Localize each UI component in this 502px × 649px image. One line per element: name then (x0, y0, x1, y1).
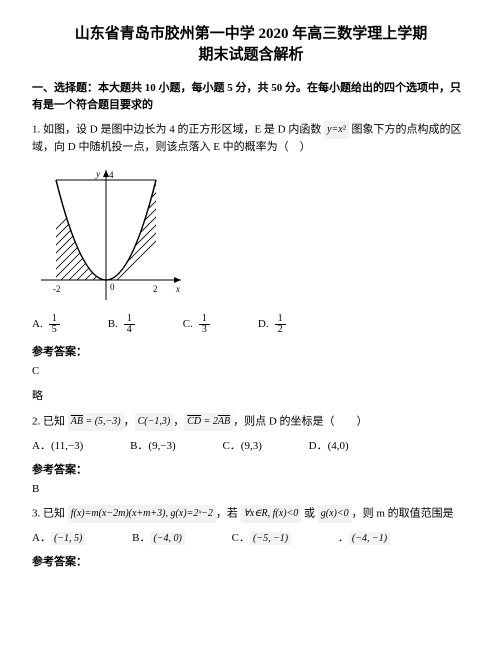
q2-f1: AB = (5,−3) (68, 413, 124, 431)
question-3: 3. 已知 f(x)=m(x−2m)(x+m+3), g(x)=2ˣ−2，若 ∀… (32, 505, 470, 523)
q3-f3: g(x)<0 (318, 505, 352, 523)
q2-option-b: B．(9,−3) (130, 440, 198, 452)
title-line-1: 山东省青岛市胶州第一中学 2020 年高三数学理上学期 (32, 24, 470, 45)
q3-text-d: ，则 m 的取值范围是 (352, 507, 454, 519)
q3-option-c: C．(−5, −1) (232, 532, 314, 544)
q2-answer-label: 参考答案： (32, 461, 470, 477)
svg-text:2: 2 (153, 284, 158, 294)
question-2: 2. 已知 AB = (5,−3)，C(−1,3)，CD = 2AB，则点 D … (32, 413, 470, 431)
q2-option-a: A．(11,−3) (32, 440, 105, 452)
q1-note: 略 (32, 387, 470, 403)
q2-text-b: ， (124, 415, 135, 427)
page-title: 山东省青岛市胶州第一中学 2020 年高三数学理上学期 期末试题含解析 (32, 24, 470, 66)
q3-option-d: ．(−4, −1) (338, 532, 412, 544)
q3-option-a: A．(−1, 5) (32, 532, 107, 544)
q2-text-a: 2. 已知 (32, 415, 68, 427)
q2-option-d: D．(4,0) (309, 440, 371, 452)
q1-option-a: A. 15 (32, 314, 60, 335)
q2-options: A．(11,−3) B．(9,−3) C．(9,3) D．(4,0) (32, 437, 470, 453)
q3-f2: ∀x∈R, f(x)<0 (241, 505, 302, 523)
q3-option-b: B．(−4, 0) (132, 532, 207, 544)
q1-options: A. 15 B. 14 C. 13 D. 12 (32, 314, 470, 335)
fraction-b: 14 (124, 314, 135, 335)
q1-formula: y=x² (324, 121, 349, 139)
svg-text:y: y (95, 169, 100, 179)
svg-text:-2: -2 (53, 284, 61, 294)
q1-answer-label: 参考答案： (32, 343, 470, 359)
svg-text:4: 4 (109, 170, 114, 180)
option-label-a: A. (32, 318, 43, 330)
q3-text-b: ，若 (216, 507, 241, 519)
q3-text-c: 或 (301, 507, 318, 519)
fraction-a: 15 (49, 314, 60, 335)
q1-option-c: C. 13 (183, 314, 210, 335)
q1-option-b: B. 14 (108, 314, 135, 335)
q2-answer: B (32, 483, 470, 495)
q3-options: A．(−1, 5) B．(−4, 0) C．(−5, −1) ．(−4, −1) (32, 529, 470, 545)
option-label-b: B. (108, 318, 118, 330)
option-label-d: D. (258, 318, 269, 330)
section-header: 一、选择题：本大题共 10 小题，每小题 5 分，共 50 分。在每小题给出的四… (32, 80, 470, 113)
q3-f1: f(x)=m(x−2m)(x+m+3), g(x)=2ˣ−2 (68, 505, 216, 523)
q2-option-c: C．(9,3) (222, 440, 283, 452)
q2-f3: CD = 2AB (184, 413, 233, 431)
title-line-2: 期末试题含解析 (32, 45, 470, 66)
q1-option-d: D. 12 (258, 314, 286, 335)
svg-text:x: x (175, 284, 180, 294)
question-1: 1. 如图，设 D 是图中边长为 4 的正方形区域，E 是 D 内函数 y=x²… (32, 121, 470, 157)
fraction-d: 12 (275, 314, 286, 335)
q1-text-a: 1. 如图，设 D 是图中边长为 4 的正方形区域，E 是 D 内函数 (32, 124, 324, 136)
q3-answer-label: 参考答案： (32, 553, 470, 569)
q2-text-c: ， (173, 415, 184, 427)
option-label-c: C. (183, 318, 193, 330)
parabola-graph: 4 0 -2 2 x y (36, 165, 470, 310)
q2-text-d: ，则点 D 的坐标是（ ） (233, 415, 367, 427)
q3-text-a: 3. 已知 (32, 507, 68, 519)
svg-text:0: 0 (110, 282, 115, 292)
q1-answer: C (32, 365, 470, 377)
q2-f2: C(−1,3) (135, 413, 174, 431)
fraction-c: 13 (199, 314, 210, 335)
